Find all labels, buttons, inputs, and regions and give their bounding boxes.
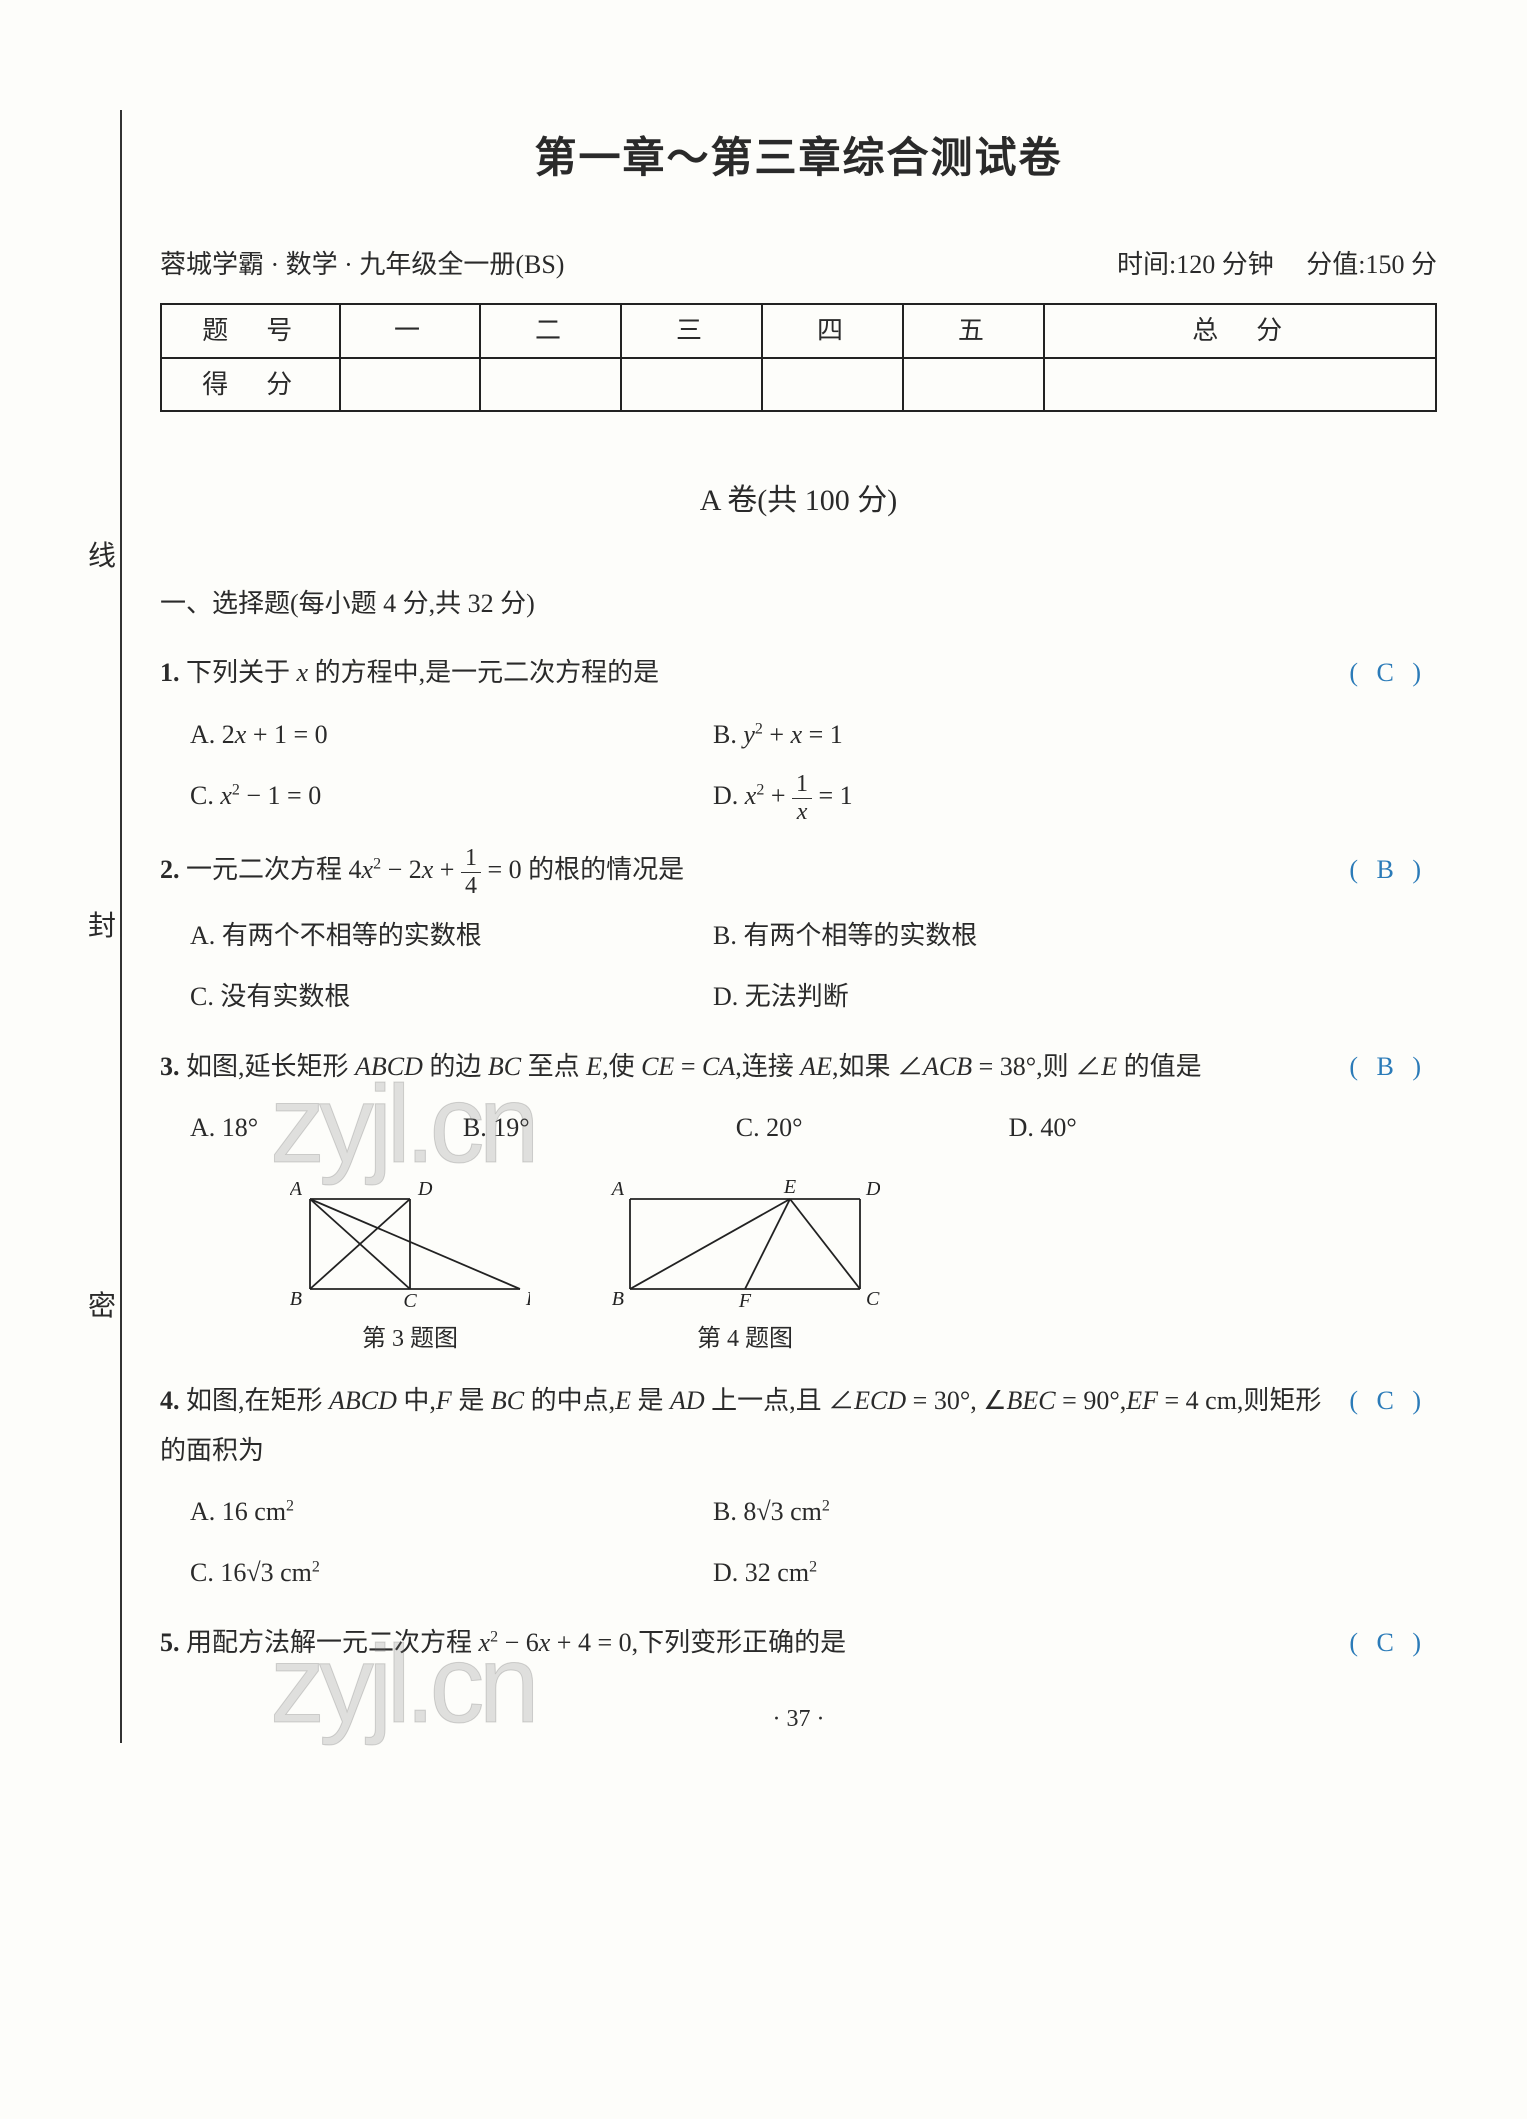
option: C. 没有实数根 — [190, 972, 713, 1021]
svg-text:B: B — [612, 1288, 624, 1309]
question: 1. 下列关于 x 的方程中,是一元二次方程的是 ( C ) A. 2x + 1 =… — [160, 648, 1437, 831]
geometry-figure: A E D B F C — [610, 1179, 880, 1309]
question-stem: 5. 用配方法解一元二次方程 x2 − 6x + 4 = 0,下列变形正确的是 — [160, 1618, 1327, 1667]
page-number: · 37 · — [160, 1697, 1437, 1743]
answer-mark: ( B ) — [1349, 1042, 1427, 1091]
question: 5. 用配方法解一元二次方程 x2 − 6x + 4 = 0,下列变形正确的是 (… — [160, 1618, 1437, 1667]
options: A. 2x + 1 = 0B. y2 + x = 1C. x2 − 1 = 0D… — [190, 704, 1327, 831]
page-title: 第一章～第三章综合测试卷 — [160, 120, 1437, 200]
meta-score: 分值:150 分 — [1306, 250, 1437, 279]
question: 3. 如图,延长矩形 ABCD 的边 BC 至点 E,使 CE = CA,连接 … — [160, 1042, 1437, 1159]
option: B. 19° — [463, 1103, 736, 1152]
answer-mark: ( B ) — [1349, 845, 1427, 894]
question: 2. 一元二次方程 4x2 − 2x + 14 = 0 的根的情况是 ( B ) A… — [160, 845, 1437, 1028]
score-header: 四 — [762, 304, 903, 357]
meta-row: 蓉城学霸 · 数学 · 九年级全一册(BS) 时间:120 分钟 分值:150 … — [160, 240, 1437, 289]
questions-container: 1. 下列关于 x 的方程中,是一元二次方程的是 ( C ) A. 2x + 1 =… — [160, 648, 1437, 1667]
answer-mark: ( C ) — [1349, 648, 1427, 697]
svg-text:C: C — [866, 1288, 880, 1309]
svg-text:D: D — [865, 1179, 880, 1200]
score-cell — [903, 358, 1044, 411]
question-stem: 1. 下列关于 x 的方程中,是一元二次方程的是 — [160, 648, 1327, 697]
figure-caption: 第 4 题图 — [697, 1317, 793, 1363]
option: A. 有两个不相等的实数根 — [190, 911, 713, 960]
option: D. 32 cm2 — [713, 1548, 1236, 1597]
options: A. 18°B. 19°C. 20°D. 40° — [190, 1097, 1327, 1158]
binding-line — [120, 110, 122, 1743]
svg-text:E: E — [525, 1288, 530, 1309]
score-cell — [480, 358, 621, 411]
option: A. 2x + 1 = 0 — [190, 710, 713, 759]
score-table: 题 号 一 二 三 四 五 总 分 得 分 — [160, 303, 1437, 412]
binding-label-bottom: 密 — [88, 1280, 116, 1333]
score-row-label: 得 分 — [161, 358, 340, 411]
question-stem: 3. 如图,延长矩形 ABCD 的边 BC 至点 E,使 CE = CA,连接 … — [160, 1042, 1327, 1091]
geometry-figure: A D B C E — [290, 1179, 530, 1309]
svg-text:D: D — [417, 1179, 433, 1200]
table-row: 题 号 一 二 三 四 五 总 分 — [161, 304, 1436, 357]
score-cell — [762, 358, 903, 411]
question-stem: 4. 如图,在矩形 ABCD 中,F 是 BC 的中点,E 是 AD 上一点,且… — [160, 1376, 1327, 1475]
option: C. 16√3 cm2 — [190, 1548, 713, 1597]
option: B. y2 + x = 1 — [713, 710, 1236, 759]
figure: A E D B F C 第 4 题图 — [610, 1179, 880, 1363]
table-row: 得 分 — [161, 358, 1436, 411]
option: D. 40° — [1009, 1103, 1282, 1152]
score-cell — [1044, 358, 1436, 411]
binding-label-middle: 封 — [88, 900, 116, 953]
figure-caption: 第 3 题图 — [362, 1317, 458, 1363]
meta-time: 时间:120 分钟 — [1117, 250, 1274, 279]
svg-text:A: A — [290, 1179, 303, 1200]
section-head: A 卷(共 100 分) — [160, 472, 1437, 529]
binding-label-top: 线 — [88, 530, 116, 583]
figures-row: A D B C E 第 3 题图 A E D B F C 第 4 题图 — [290, 1179, 1437, 1363]
question-stem: 2. 一元二次方程 4x2 − 2x + 14 = 0 的根的情况是 — [160, 845, 1327, 899]
exam-page: 线 封 密 第一章～第三章综合测试卷 蓉城学霸 · 数学 · 九年级全一册(BS… — [0, 0, 1527, 1803]
score-header: 三 — [621, 304, 762, 357]
options: A. 16 cm2B. 8√3 cm2C. 16√3 cm2D. 32 cm2 — [190, 1481, 1327, 1604]
option: C. 20° — [736, 1103, 1009, 1152]
option: B. 有两个相等的实数根 — [713, 911, 1236, 960]
score-header: 一 — [340, 304, 481, 357]
svg-text:F: F — [738, 1290, 752, 1309]
option: A. 16 cm2 — [190, 1487, 713, 1536]
option: D. x2 + 1x = 1 — [713, 771, 1236, 825]
svg-text:E: E — [783, 1179, 796, 1198]
svg-text:B: B — [290, 1288, 302, 1309]
score-cell — [621, 358, 762, 411]
score-cell — [340, 358, 481, 411]
question: 4. 如图,在矩形 ABCD 中,F 是 BC 的中点,E 是 AD 上一点,且… — [160, 1376, 1437, 1604]
answer-mark: ( C ) — [1349, 1618, 1427, 1667]
options: A. 有两个不相等的实数根B. 有两个相等的实数根C. 没有实数根D. 无法判断 — [190, 905, 1327, 1028]
option: B. 8√3 cm2 — [713, 1487, 1236, 1536]
score-header: 题 号 — [161, 304, 340, 357]
svg-text:A: A — [610, 1179, 625, 1200]
answer-mark: ( C ) — [1349, 1376, 1427, 1425]
meta-right: 时间:120 分钟 分值:150 分 — [1117, 240, 1437, 289]
meta-left: 蓉城学霸 · 数学 · 九年级全一册(BS) — [160, 240, 564, 289]
option: C. x2 − 1 = 0 — [190, 771, 713, 825]
score-header: 二 — [480, 304, 621, 357]
option: D. 无法判断 — [713, 972, 1236, 1021]
score-header: 五 — [903, 304, 1044, 357]
score-header: 总 分 — [1044, 304, 1436, 357]
option: A. 18° — [190, 1103, 463, 1152]
figure: A D B C E 第 3 题图 — [290, 1179, 530, 1363]
svg-text:C: C — [403, 1290, 417, 1309]
part-head: 一、选择题(每小题 4 分,共 32 分) — [160, 579, 1437, 628]
